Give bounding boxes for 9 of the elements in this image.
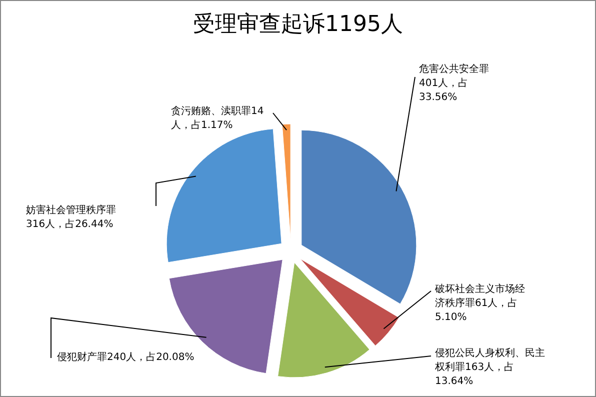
chart-title: 受理审查起诉1195人: [192, 11, 404, 39]
slice-label: 侵犯财产罪240人，占20.08%: [57, 351, 196, 365]
slice-label: 危害公共安全罪: [419, 64, 489, 75]
slice-label: 破坏社会主义市场经济秩序罪61人，占5.10%: [435, 283, 526, 325]
data-label: 401人，占33.56%: [419, 78, 468, 103]
slice-label: 贪污贿赂、渎职罪14人，占1.17%: [171, 105, 265, 133]
slice-label: 侵犯公民人身权利、民主权利罪163人，占13.64%: [435, 347, 546, 389]
slice-label: 妨害社会管理秩序罪: [26, 205, 116, 216]
data-label: 316人，占26.44%: [26, 219, 114, 230]
